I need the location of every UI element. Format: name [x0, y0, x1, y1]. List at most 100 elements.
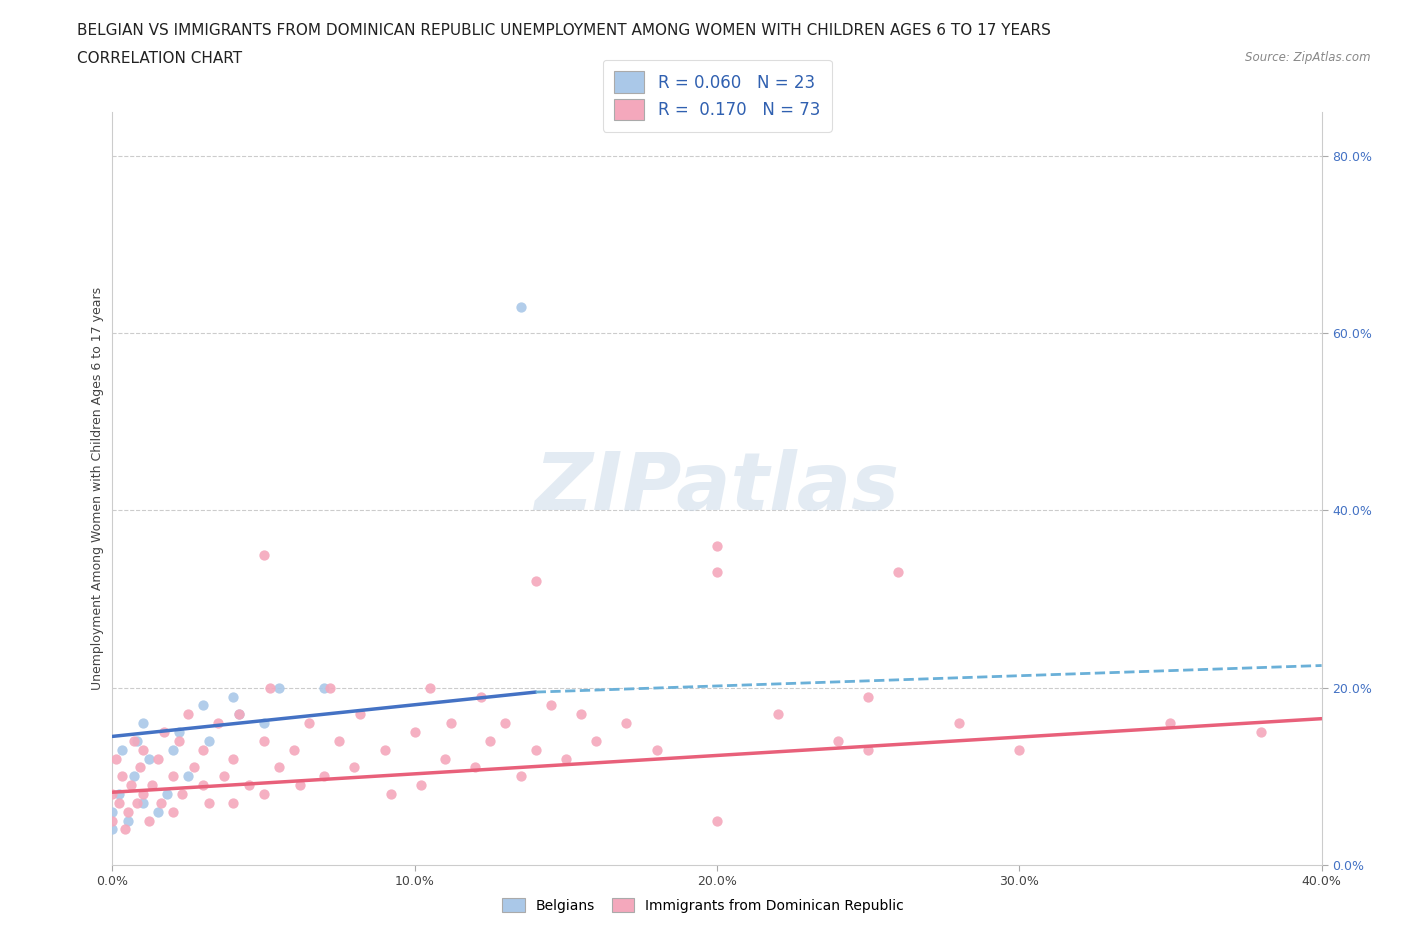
Point — [122, 769, 145, 784]
Point — [440, 716, 463, 731]
Point — [404, 724, 426, 739]
Point — [149, 795, 172, 810]
Point — [585, 734, 607, 749]
Point — [706, 813, 728, 828]
Point — [948, 716, 970, 731]
Point — [267, 680, 290, 695]
Point — [706, 565, 728, 580]
Point — [198, 734, 221, 749]
Point — [132, 787, 155, 802]
Point — [349, 707, 371, 722]
Point — [132, 742, 155, 757]
Point — [1250, 724, 1272, 739]
Point — [191, 742, 214, 757]
Text: CORRELATION CHART: CORRELATION CHART — [77, 51, 242, 66]
Point — [645, 742, 668, 757]
Point — [153, 724, 176, 739]
Point — [207, 716, 229, 731]
Point — [132, 795, 155, 810]
Point — [470, 689, 492, 704]
Point — [1008, 742, 1031, 757]
Point — [238, 777, 260, 792]
Point — [146, 804, 169, 819]
Point — [222, 795, 245, 810]
Point — [616, 716, 638, 731]
Point — [125, 734, 148, 749]
Point — [856, 742, 880, 757]
Point — [464, 760, 486, 775]
Point — [117, 804, 139, 819]
Point — [177, 707, 200, 722]
Point — [167, 724, 190, 739]
Point — [101, 813, 124, 828]
Point — [162, 769, 184, 784]
Point — [104, 751, 127, 766]
Point — [298, 716, 321, 731]
Point — [706, 538, 728, 553]
Point — [766, 707, 789, 722]
Point — [125, 795, 148, 810]
Point — [101, 804, 124, 819]
Point — [162, 804, 184, 819]
Point — [253, 787, 276, 802]
Point — [283, 742, 305, 757]
Point — [156, 787, 179, 802]
Point — [509, 769, 531, 784]
Point — [228, 707, 250, 722]
Point — [101, 822, 124, 837]
Point — [141, 777, 163, 792]
Point — [569, 707, 592, 722]
Point — [146, 751, 169, 766]
Point — [259, 680, 281, 695]
Point — [374, 742, 396, 757]
Point — [343, 760, 366, 775]
Point — [183, 760, 205, 775]
Point — [222, 751, 245, 766]
Point — [554, 751, 576, 766]
Point — [191, 777, 214, 792]
Point — [191, 698, 214, 712]
Text: BELGIAN VS IMMIGRANTS FROM DOMINICAN REPUBLIC UNEMPLOYMENT AMONG WOMEN WITH CHIL: BELGIAN VS IMMIGRANTS FROM DOMINICAN REP… — [77, 23, 1052, 38]
Point — [101, 787, 124, 802]
Point — [495, 716, 517, 731]
Point — [524, 574, 547, 589]
Y-axis label: Unemployment Among Women with Children Ages 6 to 17 years: Unemployment Among Women with Children A… — [91, 286, 104, 690]
Point — [524, 742, 547, 757]
Point — [110, 742, 132, 757]
Point — [1159, 716, 1181, 731]
Point — [132, 716, 155, 731]
Legend: R = 0.060   N = 23, R =  0.170   N = 73: R = 0.060 N = 23, R = 0.170 N = 73 — [603, 60, 831, 132]
Point — [409, 777, 432, 792]
Point — [267, 760, 290, 775]
Point — [827, 734, 849, 749]
Point — [288, 777, 311, 792]
Point — [120, 777, 142, 792]
Point — [479, 734, 502, 749]
Point — [540, 698, 562, 712]
Point — [114, 822, 136, 837]
Point — [117, 813, 139, 828]
Point — [107, 787, 129, 802]
Point — [214, 769, 236, 784]
Point — [509, 299, 531, 314]
Point — [198, 795, 221, 810]
Point — [122, 734, 145, 749]
Point — [228, 707, 250, 722]
Point — [419, 680, 441, 695]
Point — [167, 734, 190, 749]
Point — [253, 734, 276, 749]
Point — [138, 813, 160, 828]
Point — [856, 689, 880, 704]
Point — [110, 769, 132, 784]
Point — [162, 742, 184, 757]
Point — [138, 751, 160, 766]
Point — [222, 689, 245, 704]
Point — [433, 751, 456, 766]
Point — [328, 734, 350, 749]
Point — [380, 787, 402, 802]
Text: Source: ZipAtlas.com: Source: ZipAtlas.com — [1246, 51, 1371, 64]
Point — [107, 795, 129, 810]
Point — [253, 716, 276, 731]
Point — [314, 680, 336, 695]
Point — [253, 547, 276, 562]
